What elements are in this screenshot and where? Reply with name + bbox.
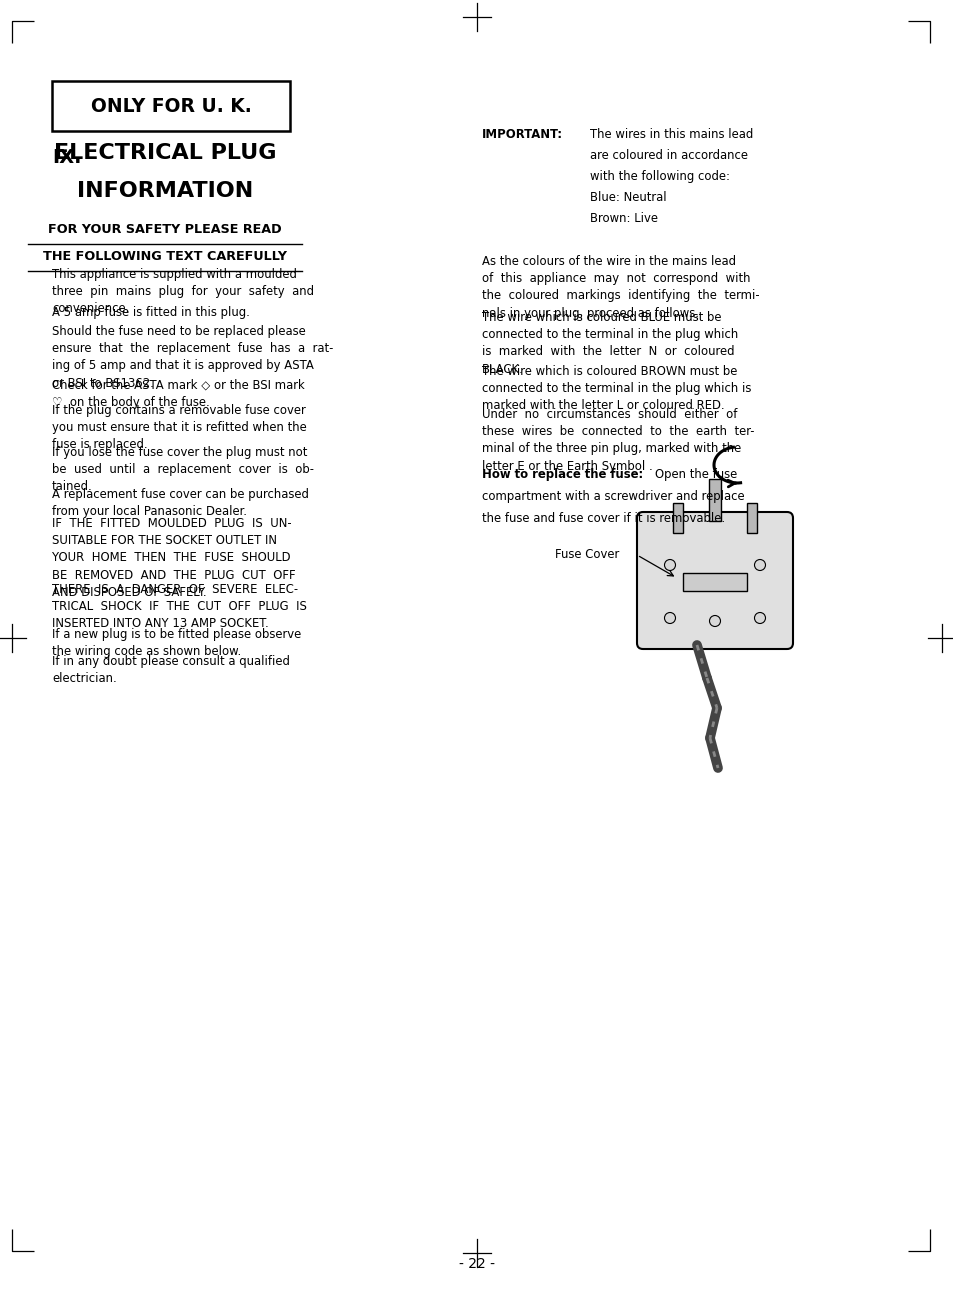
Circle shape (709, 615, 720, 627)
Bar (672, 503, 682, 533)
Text: Blue: Neutral: Blue: Neutral (589, 191, 666, 204)
Bar (52, 81, 290, 131)
Text: As the colours of the wire in the mains lead
of  this  appliance  may  not  corr: As the colours of the wire in the mains … (481, 255, 759, 319)
Text: Under  no  circumstances  should  either  of
these  wires  be  connected  to  th: Under no circumstances should either of … (481, 409, 754, 473)
Text: - 22 -: - 22 - (458, 1257, 495, 1271)
Text: IMPORTANT:: IMPORTANT: (481, 128, 562, 141)
Text: If the plug contains a removable fuse cover
you must ensure that it is refitted : If the plug contains a removable fuse co… (52, 403, 307, 451)
Text: Fuse Cover: Fuse Cover (555, 548, 618, 561)
Text: compartment with a screwdriver and replace: compartment with a screwdriver and repla… (481, 490, 744, 503)
Text: If a new plug is to be fitted please observe
the wiring code as shown below.: If a new plug is to be fitted please obs… (52, 628, 301, 658)
Text: The wire which is coloured BLUE must be
connected to the terminal in the plug wh: The wire which is coloured BLUE must be … (481, 312, 738, 375)
Text: THE FOLLOWING TEXT CAREFULLY: THE FOLLOWING TEXT CAREFULLY (43, 250, 287, 262)
Bar (708, 478, 720, 521)
Circle shape (664, 560, 675, 570)
Text: ONLY FOR U. K.: ONLY FOR U. K. (91, 97, 251, 115)
Text: Brown: Live: Brown: Live (589, 212, 658, 225)
FancyBboxPatch shape (637, 512, 792, 649)
Text: The wires in this mains lead: The wires in this mains lead (589, 128, 753, 141)
Text: with the following code:: with the following code: (589, 169, 729, 184)
Text: THERE  IS  A  DANGER  OF  SEVERE  ELEC-
TRICAL  SHOCK  IF  THE  CUT  OFF  PLUG  : THERE IS A DANGER OF SEVERE ELEC- TRICAL… (52, 583, 307, 631)
Text: ELECTRICAL PLUG: ELECTRICAL PLUG (53, 144, 276, 163)
Text: A 5 amp fuse is fitted in this plug.: A 5 amp fuse is fitted in this plug. (52, 306, 250, 319)
Text: The wire which is coloured BROWN must be
connected to the terminal in the plug w: The wire which is coloured BROWN must be… (481, 365, 751, 412)
Text: If in any doubt please consult a qualified
electrician.: If in any doubt please consult a qualifi… (52, 656, 290, 685)
Bar (682, 573, 746, 591)
Text: FOR YOUR SAFETY PLEASE READ: FOR YOUR SAFETY PLEASE READ (49, 222, 281, 237)
Text: IF  THE  FITTED  MOULDED  PLUG  IS  UN-
SUITABLE FOR THE SOCKET OUTLET IN
YOUR  : IF THE FITTED MOULDED PLUG IS UN- SUITAB… (52, 517, 295, 599)
Circle shape (664, 613, 675, 623)
Text: Should the fuse need to be replaced please
ensure  that  the  replacement  fuse : Should the fuse need to be replaced plea… (52, 325, 333, 389)
Text: the fuse and fuse cover if it is removable.: the fuse and fuse cover if it is removab… (481, 512, 724, 525)
Text: A replacement fuse cover can be purchased
from your local Panasonic Dealer.: A replacement fuse cover can be purchase… (52, 487, 309, 518)
Text: This appliance is supplied with a moulded
three  pin  mains  plug  for  your  sa: This appliance is supplied with a moulde… (52, 268, 314, 315)
Text: How to replace the fuse:: How to replace the fuse: (481, 468, 642, 481)
Circle shape (754, 613, 764, 623)
Text: If you lose the fuse cover the plug must not
be  used  until  a  replacement  co: If you lose the fuse cover the plug must… (52, 446, 314, 494)
Text: INFORMATION: INFORMATION (77, 181, 253, 200)
Text: IX.: IX. (52, 147, 81, 167)
Text: are coloured in accordance: are coloured in accordance (589, 149, 747, 162)
Circle shape (754, 560, 764, 570)
Text: Check for the ASTA mark ◇ or the BSI mark
♡  on the body of the fuse.: Check for the ASTA mark ◇ or the BSI mar… (52, 379, 304, 409)
Bar (746, 503, 757, 533)
Text: Open the fuse: Open the fuse (655, 468, 737, 481)
